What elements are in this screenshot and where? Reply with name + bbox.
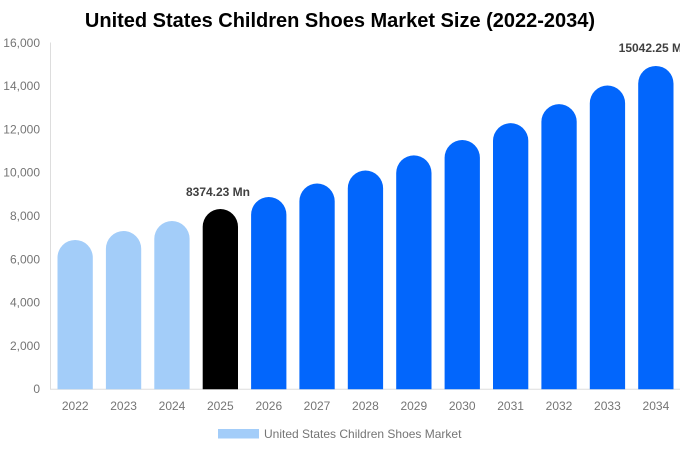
svg-text:2031: 2031 [497, 399, 524, 413]
svg-text:6,000: 6,000 [10, 252, 40, 266]
svg-text:8,000: 8,000 [10, 209, 40, 223]
svg-text:United States Children Shoes M: United States Children Shoes Market [264, 427, 462, 441]
svg-text:2025: 2025 [207, 399, 234, 413]
svg-text:15042.25 Mn: 15042.25 Mn [619, 41, 680, 55]
svg-text:12,000: 12,000 [3, 122, 40, 136]
svg-text:0: 0 [33, 382, 40, 396]
svg-text:2022: 2022 [62, 399, 89, 413]
svg-text:2034: 2034 [643, 399, 670, 413]
svg-text:United States Children Shoes M: United States Children Shoes Market Size… [85, 10, 595, 32]
svg-text:2026: 2026 [255, 399, 282, 413]
svg-text:14,000: 14,000 [3, 79, 40, 93]
svg-text:2030: 2030 [449, 399, 476, 413]
svg-text:2027: 2027 [304, 399, 331, 413]
svg-text:2029: 2029 [400, 399, 427, 413]
svg-text:16,000: 16,000 [3, 36, 40, 50]
svg-text:2032: 2032 [546, 399, 573, 413]
svg-text:2033: 2033 [594, 399, 621, 413]
svg-text:2,000: 2,000 [10, 339, 40, 353]
svg-text:2028: 2028 [352, 399, 379, 413]
svg-text:2023: 2023 [110, 399, 137, 413]
svg-text:10,000: 10,000 [3, 166, 40, 180]
svg-text:8374.23 Mn: 8374.23 Mn [186, 185, 250, 199]
svg-text:2024: 2024 [159, 399, 186, 413]
svg-text:4,000: 4,000 [10, 296, 40, 310]
